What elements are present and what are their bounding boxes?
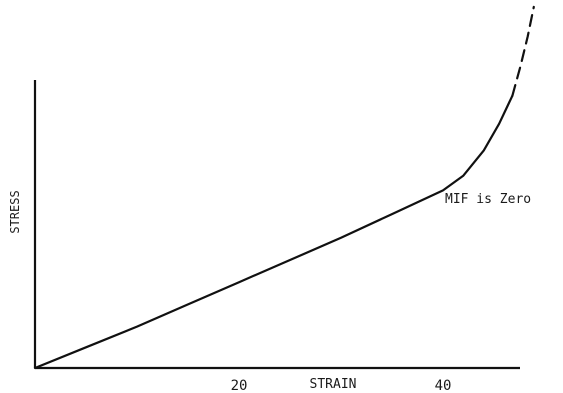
x-tick-label: 20 (231, 378, 248, 393)
stress-strain-curve (33, 94, 514, 370)
series-layer (33, 5, 535, 370)
curve-extension-dashed (511, 5, 535, 97)
tick-layer: 20 40 (231, 378, 452, 393)
y-axis-label: STRESS (8, 190, 22, 233)
x-tick-label: 40 (435, 378, 452, 393)
annotation-label: MIF is Zero (445, 192, 531, 207)
x-axis-label: STRAIN (310, 377, 357, 392)
